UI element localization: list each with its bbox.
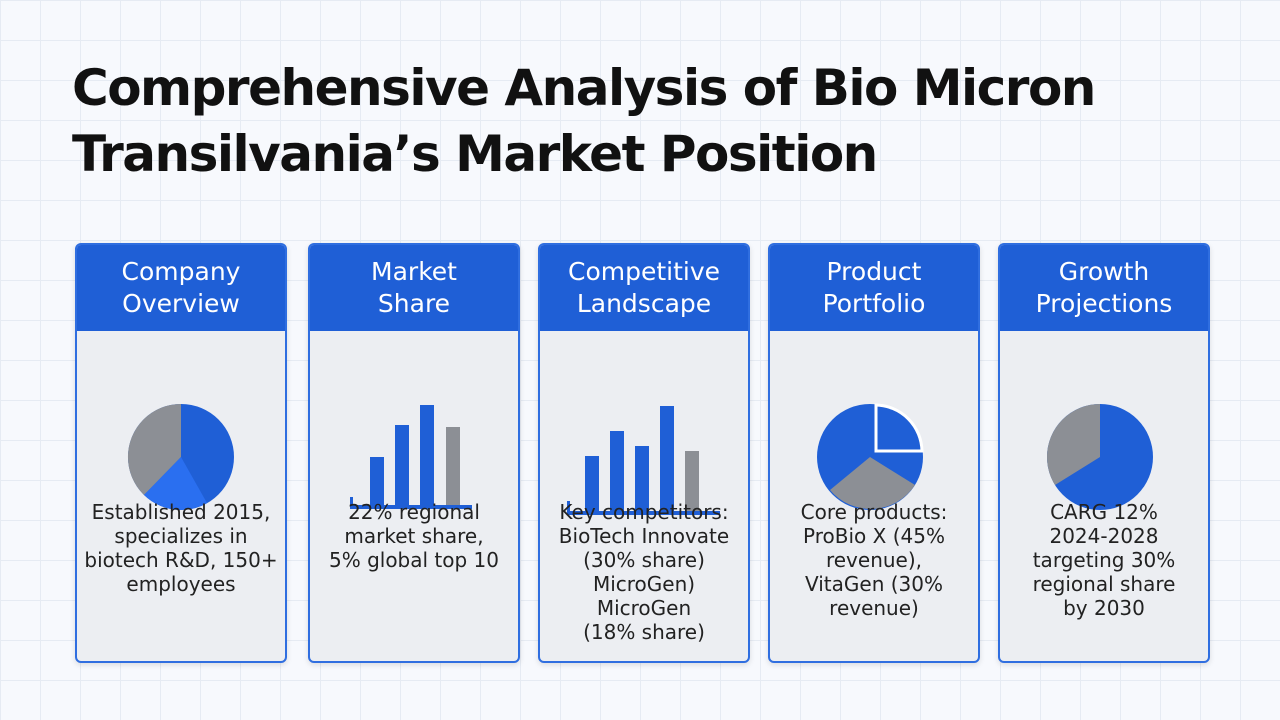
- body-line: Core products:: [800, 500, 948, 524]
- card-icon: [567, 406, 720, 515]
- body-line: by 2030: [1063, 596, 1145, 620]
- card-header: Product Portfolio: [770, 245, 978, 331]
- body-line: employees: [126, 572, 236, 596]
- body-line: VitaGen (30%: [805, 572, 943, 596]
- card: Product Portfolio Core products: ProBio X (…: [768, 243, 980, 663]
- card: Market Share 22% regional market share, 5% g…: [308, 243, 520, 663]
- card-title: Company: [121, 257, 241, 286]
- card-title: Landscape: [576, 289, 712, 318]
- body-line: specializes in: [114, 524, 248, 548]
- card-body: Core products: ProBio X (45% revenue), Vita…: [770, 500, 978, 620]
- card-icon: [127, 403, 234, 510]
- card: Competitive Landscape Key competitors: BioT…: [538, 243, 750, 663]
- card-body: Key competitors: BioTech Innovate (30% sha…: [540, 500, 748, 644]
- body-line: CARG 12%: [1050, 500, 1158, 524]
- title-line: Transilvania’s Market Position: [72, 125, 878, 183]
- body-line: targeting 30%: [1032, 548, 1176, 572]
- card-header: Company Overview: [77, 245, 285, 331]
- card-title: Growth: [1058, 257, 1150, 286]
- card: Company Overview Established 2015, speciali…: [75, 243, 287, 663]
- card-body: 22% regional market share, 5% global top 1…: [310, 500, 518, 572]
- body-line: 2024-2028: [1049, 524, 1159, 548]
- title: Comprehensive Analysis of Bio Micron Tran…: [72, 55, 1096, 187]
- title-line: Comprehensive Analysis of Bio Micron: [72, 59, 1096, 117]
- card-title: Overview: [122, 289, 240, 318]
- body-line: BioTech Innovate: [558, 524, 730, 548]
- body-line: regional share: [1032, 572, 1176, 596]
- card: Growth Projections CARG 12% 2024-2028 target…: [998, 243, 1210, 663]
- card-title: Projections: [1035, 289, 1173, 318]
- body-line: (18% share): [583, 620, 705, 644]
- card-title: Product: [826, 257, 922, 286]
- body-line: ProBio X (45%: [803, 524, 945, 548]
- body-line: revenue),: [825, 548, 923, 572]
- card-title: Share: [377, 289, 451, 318]
- card-header: Growth Projections: [1000, 245, 1208, 331]
- card-header: Competitive Landscape: [540, 245, 748, 331]
- body-line: MicroGen: [596, 596, 692, 620]
- body-line: Key competitors:: [559, 500, 729, 524]
- body-line: 22% regional: [348, 500, 480, 524]
- card-icon: [350, 405, 472, 509]
- body-line: MicroGen): [592, 572, 696, 596]
- card-icon: [817, 403, 924, 510]
- card-header: Market Share: [310, 245, 518, 331]
- card-icon: [1047, 404, 1153, 510]
- body-line: (30% share): [583, 548, 705, 572]
- body-line: 5% global top 10: [328, 548, 500, 572]
- card-body: Established 2015, specializes in biotech R…: [77, 500, 285, 596]
- card-body: CARG 12% 2024-2028 targeting 30% regional s…: [1000, 500, 1208, 620]
- body-line: market share,: [344, 524, 484, 548]
- card-title: Market: [371, 257, 457, 286]
- body-line: biotech R&D, 150+: [84, 548, 278, 572]
- card-title: Portfolio: [822, 289, 926, 318]
- body-line: Established 2015,: [91, 500, 271, 524]
- card-title: Competitive: [567, 257, 721, 286]
- body-line: revenue): [829, 596, 919, 620]
